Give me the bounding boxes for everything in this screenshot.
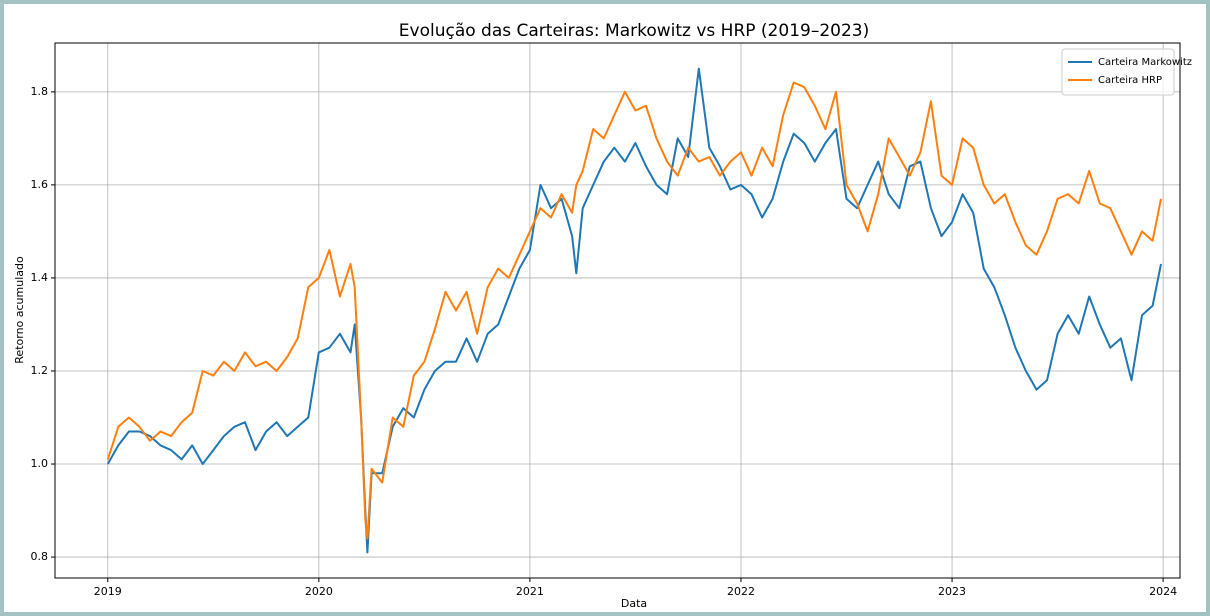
y-tick-label: 1.8 (31, 85, 49, 98)
legend-box (1061, 48, 1175, 96)
legend-label: Carteira Markowitz (1098, 57, 1192, 68)
plot-border (54, 42, 1181, 579)
x-tick-label: 2019 (94, 585, 122, 598)
series-line (106, 67, 1162, 554)
y-tick-label: 1.4 (31, 271, 49, 284)
legend: Carteira Markowitz Carteira HRP (1061, 48, 1192, 96)
y-tick-label: 1.2 (31, 364, 49, 377)
x-tick-label: 2024 (1149, 585, 1177, 598)
x-tick-label: 2022 (727, 585, 755, 598)
series-line (106, 81, 1162, 540)
chart-title: Evolução das Carteiras: Markowitz vs HRP… (399, 21, 869, 41)
y-axis-label: Retorno acumulado (13, 256, 26, 364)
x-tick-label: 2023 (938, 585, 966, 598)
x-tick-label: 2021 (516, 585, 544, 598)
y-tick-label: 1.6 (31, 178, 49, 191)
y-tick-label: 1.0 (31, 457, 49, 470)
y-tick-label: 0.8 (31, 550, 49, 563)
x-tick-label: 2020 (305, 585, 333, 598)
x-axis-label: Data (621, 597, 647, 610)
legend-label: Carteira HRP (1098, 75, 1162, 86)
